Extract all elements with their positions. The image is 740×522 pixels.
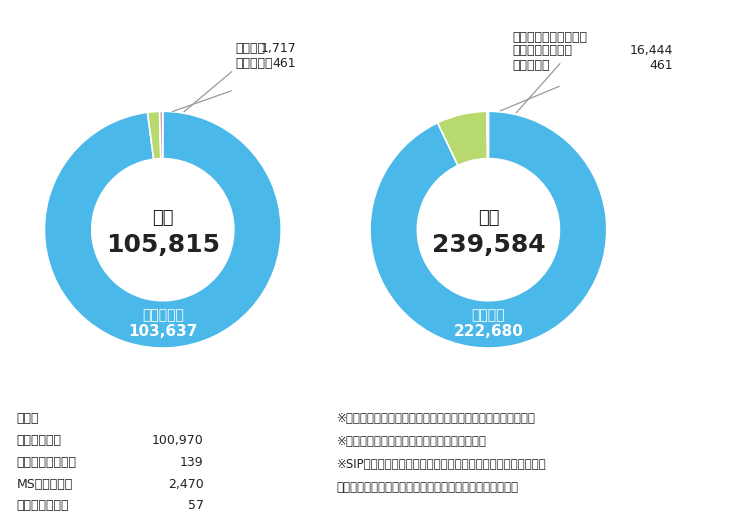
Text: 運営費交付金: 運営費交付金 xyxy=(16,434,61,447)
Text: ※SIP予算および政府出資金（世界レベルの研究基盤を構築する: ※SIP予算および政府出資金（世界レベルの研究基盤を構築する xyxy=(337,458,546,471)
Wedge shape xyxy=(160,111,163,159)
Text: 政府支出金: 政府支出金 xyxy=(142,308,184,322)
Text: 57: 57 xyxy=(187,500,204,513)
Text: 自己収入: 自己収入 xyxy=(235,42,266,55)
Text: 受託等収入: 受託等収入 xyxy=(235,57,273,70)
Text: ための大学ファンドの創設に係る予算）は含みません。: ための大学ファンドの創設に係る予算）は含みません。 xyxy=(337,481,519,494)
Wedge shape xyxy=(437,111,488,165)
Text: 16,444: 16,444 xyxy=(630,44,673,57)
Text: 一般管理費、人件費、: 一般管理費、人件費、 xyxy=(513,31,588,44)
Text: 100,970: 100,970 xyxy=(152,434,204,447)
Wedge shape xyxy=(487,111,488,159)
Text: 受託等経費: 受託等経費 xyxy=(513,59,551,72)
Text: ※四捨五入の関係で合計の数字は一致しないことがあります。: ※四捨五入の関係で合計の数字は一致しないことがあります。 xyxy=(337,412,536,425)
Text: 2,470: 2,470 xyxy=(168,478,204,491)
Text: 1,717: 1,717 xyxy=(260,42,296,55)
Text: 施設整備費補助金: 施設整備費補助金 xyxy=(16,456,76,469)
Text: MS基金補助金: MS基金補助金 xyxy=(16,478,73,491)
Text: 103,637: 103,637 xyxy=(128,324,198,339)
Text: 461: 461 xyxy=(272,57,296,70)
Text: 創発基金補助金: 創発基金補助金 xyxy=(16,500,69,513)
Text: 施設整備費補助金: 施設整備費補助金 xyxy=(513,44,573,57)
Wedge shape xyxy=(44,111,281,348)
Wedge shape xyxy=(147,111,161,159)
Text: 222,680: 222,680 xyxy=(454,324,523,339)
Text: 業務経費: 業務経費 xyxy=(471,308,505,322)
Text: うち、: うち、 xyxy=(16,412,38,425)
Text: 収入: 収入 xyxy=(152,209,174,227)
Wedge shape xyxy=(370,111,607,348)
Text: 239,584: 239,584 xyxy=(431,233,545,257)
Text: 139: 139 xyxy=(180,456,204,469)
Text: 支出: 支出 xyxy=(477,209,500,227)
Text: 105,815: 105,815 xyxy=(106,233,220,257)
Text: ※支出予算には基金からの支出が含まれます。: ※支出予算には基金からの支出が含まれます。 xyxy=(337,435,487,448)
Text: 461: 461 xyxy=(650,59,673,72)
